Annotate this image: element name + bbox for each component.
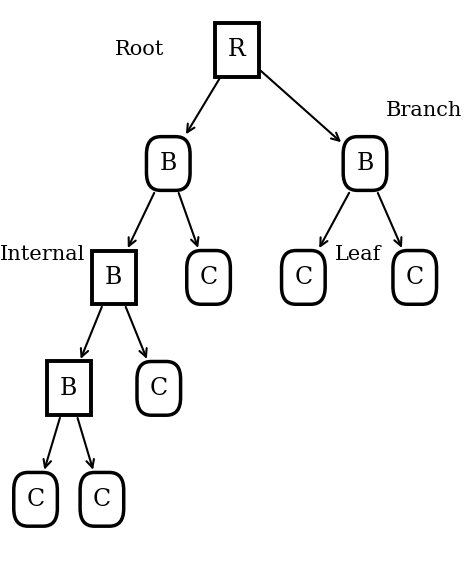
Text: B: B [105, 266, 122, 289]
FancyBboxPatch shape [137, 361, 181, 415]
Text: B: B [60, 377, 77, 400]
FancyBboxPatch shape [393, 251, 437, 304]
FancyBboxPatch shape [14, 472, 57, 526]
Text: B: B [356, 152, 374, 175]
Text: C: C [27, 488, 45, 511]
FancyBboxPatch shape [92, 251, 136, 304]
Text: C: C [200, 266, 218, 289]
Text: C: C [150, 377, 168, 400]
FancyBboxPatch shape [187, 251, 230, 304]
Text: C: C [294, 266, 312, 289]
Text: Internal: Internal [0, 245, 85, 263]
Text: C: C [406, 266, 424, 289]
Text: C: C [93, 488, 111, 511]
Text: R: R [228, 38, 246, 61]
Text: Root: Root [115, 40, 164, 59]
FancyBboxPatch shape [343, 137, 387, 190]
FancyBboxPatch shape [146, 137, 190, 190]
FancyBboxPatch shape [215, 23, 259, 77]
Text: B: B [160, 152, 177, 175]
FancyBboxPatch shape [282, 251, 325, 304]
Text: Branch: Branch [386, 102, 463, 120]
FancyBboxPatch shape [47, 361, 91, 415]
FancyBboxPatch shape [80, 472, 124, 526]
Text: Leaf: Leaf [335, 245, 381, 263]
